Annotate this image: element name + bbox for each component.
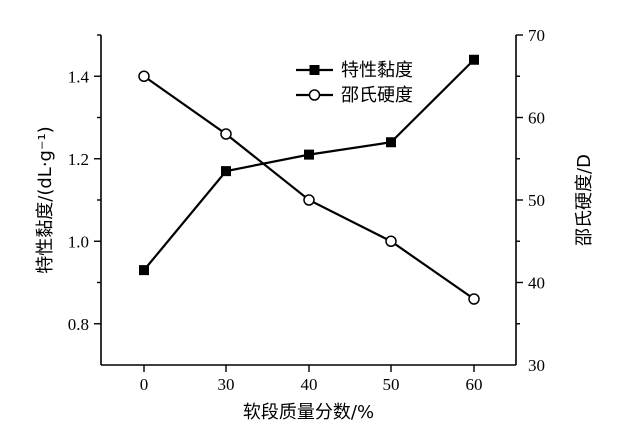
- ticks: [94, 34, 523, 372]
- right-y-tick-label: 30: [528, 356, 545, 375]
- left-y-tick-label: 1.2: [68, 150, 89, 169]
- x-tick-label: 0: [140, 375, 149, 394]
- series-line-1: [143, 58, 475, 271]
- data-point-circle: [220, 128, 232, 140]
- series-1: [139, 54, 479, 276]
- right-y-tick-label: 50: [528, 191, 545, 210]
- data-point-square: [304, 149, 314, 160]
- data-point-circle: [138, 70, 150, 82]
- series-layer: [138, 54, 480, 305]
- data-point-square: [221, 166, 231, 177]
- x-tick-label: 40: [301, 375, 318, 394]
- legend-item-2: 邵氏硬度: [296, 85, 413, 106]
- data-point-circle: [468, 293, 480, 305]
- legend-item-1: 特性黏度: [296, 60, 413, 81]
- right-y-tick-label: 40: [528, 274, 545, 293]
- data-point-square: [469, 54, 479, 65]
- x-axis-title: 软段质量分数/%: [243, 402, 374, 423]
- x-tick-label: 30: [218, 375, 235, 394]
- left-y-tick-label: 1.0: [68, 232, 89, 251]
- left-y-tick-label: 0.8: [68, 315, 89, 334]
- tick-labels: 0 30 40 50 60 0.8 1.0 1.2 1.4 30 40 50 60 70: [68, 26, 545, 394]
- data-point-square: [139, 265, 149, 276]
- legend-label: 特性黏度: [341, 60, 413, 81]
- legend-square-marker: [309, 65, 320, 75]
- x-tick-label: 60: [466, 375, 483, 394]
- data-point-circle: [303, 194, 315, 206]
- legend-label: 邵氏硬度: [341, 85, 413, 106]
- left-y-axis-title: 特性黏度/(dL·g⁻¹): [35, 126, 56, 273]
- data-point-circle: [385, 235, 397, 247]
- data-point-square: [386, 137, 396, 148]
- legend-circle-marker: [308, 89, 321, 101]
- x-tick-label: 50: [383, 375, 400, 394]
- right-y-tick-label: 60: [528, 109, 545, 128]
- series-2: [138, 70, 480, 305]
- right-y-axis-title: 邵氏硬度/D: [574, 154, 595, 246]
- left-y-tick-label: 1.4: [68, 67, 90, 86]
- right-y-tick-label: 70: [528, 26, 545, 45]
